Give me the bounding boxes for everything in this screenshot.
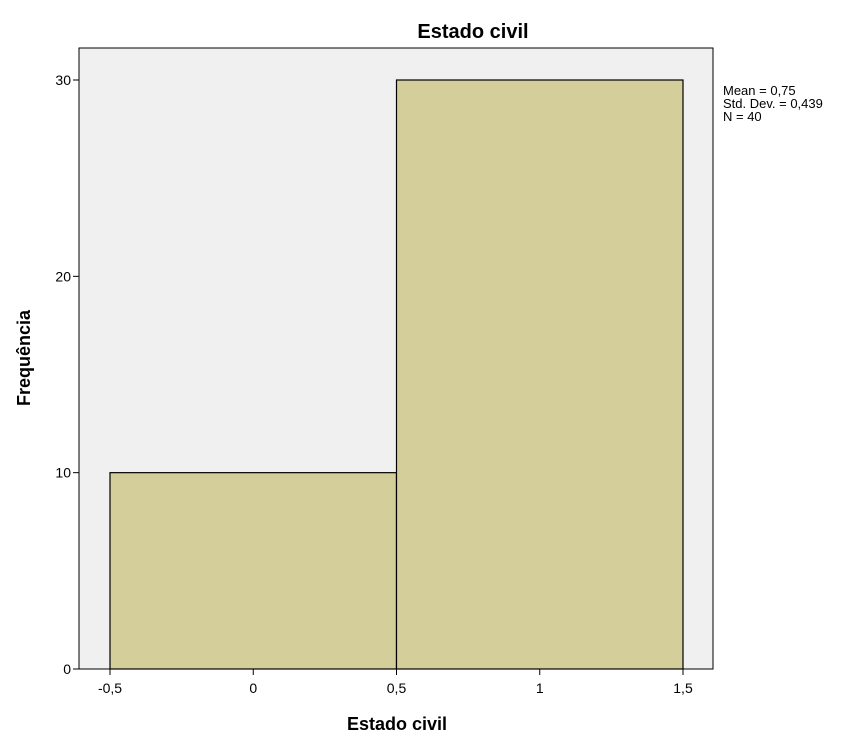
x-tick-label-3: 1	[536, 680, 544, 696]
x-tick-label-4: 1,5	[673, 680, 693, 696]
chart-title: Estado civil	[417, 21, 528, 43]
x-tick-label-0: -0,5	[98, 680, 122, 696]
y-tick-label-3: 30	[55, 72, 71, 88]
y-tick-label-1: 10	[55, 465, 71, 481]
bars-group	[109, 79, 684, 670]
y-tick-label-2: 20	[55, 268, 71, 284]
x-tick-label-1: 0	[249, 680, 257, 696]
stat-std-dev: Std. Dev. = 0,439	[723, 96, 823, 111]
y-tick-label-0: 0	[63, 661, 71, 677]
x-axis-label: Estado civil	[347, 714, 447, 734]
stats-legend: Mean = 0,75 Std. Dev. = 0,439 N = 40	[723, 83, 823, 124]
stat-n: N = 40	[723, 109, 762, 124]
x-tick-label-2: 0,5	[387, 680, 407, 696]
axes-group: 0 10 20 30 -0,5 0 0,5 1 1,5	[55, 72, 693, 696]
histogram-bar-0	[109, 472, 398, 670]
histogram-bar-1	[395, 79, 684, 670]
stat-mean: Mean = 0,75	[723, 83, 796, 98]
y-axis-label: Frequência	[14, 309, 34, 406]
